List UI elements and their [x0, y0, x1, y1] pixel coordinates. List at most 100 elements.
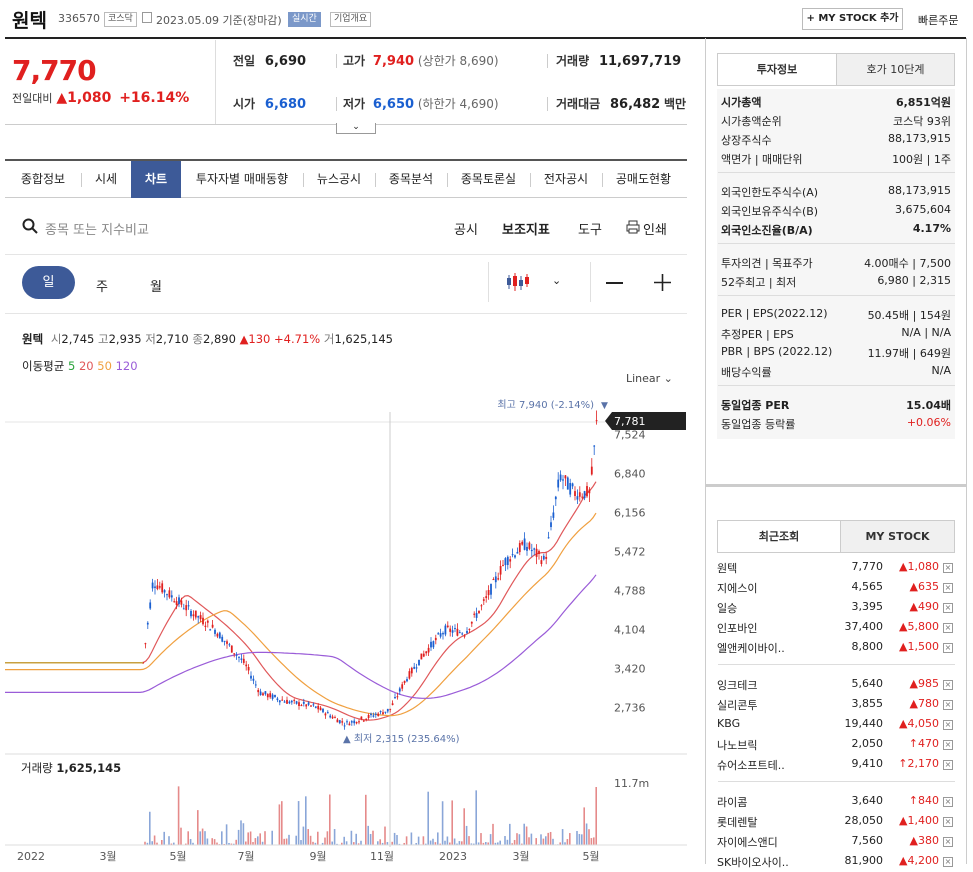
recent-change: ▲635: [910, 580, 939, 593]
recent-name[interactable]: 엘앤케이바이..: [717, 640, 813, 656]
recent-name[interactable]: 실리콘투: [717, 697, 813, 713]
candlestick-icon[interactable]: [506, 271, 532, 293]
recent-name[interactable]: 나노브릭: [717, 737, 813, 753]
expand-chevron-icon[interactable]: ⌄: [336, 123, 376, 134]
candle-body: [279, 700, 281, 702]
close-icon[interactable]: ×: [943, 623, 953, 633]
print-button[interactable]: 인쇄: [643, 219, 667, 238]
volume-bar: [197, 810, 199, 845]
realtime-badge[interactable]: 실시간: [288, 12, 321, 27]
search-icon[interactable]: [22, 218, 38, 234]
candle-body: [327, 712, 329, 713]
recent-name[interactable]: SK바이오사이..: [717, 854, 813, 870]
invest-label: PER | EPS(2022.12): [721, 307, 828, 320]
compare-search-input[interactable]: 종목 또는 지수비교: [45, 219, 149, 238]
chart-type-chevron-icon[interactable]: ⌄: [552, 274, 561, 287]
candle-body: [368, 715, 370, 718]
recent-name[interactable]: 잉크테크: [717, 677, 813, 693]
recent-name[interactable]: 지에스이: [717, 580, 813, 596]
recent-name[interactable]: KBG: [717, 717, 813, 730]
recent-name[interactable]: 자이에스앤디: [717, 834, 813, 850]
tab-discussion[interactable]: 종목토론실: [447, 161, 530, 198]
zoom-out-icon[interactable]: [606, 282, 623, 284]
divider: [5, 313, 687, 314]
close-icon[interactable]: ×: [943, 700, 953, 710]
close-icon[interactable]: ×: [943, 643, 953, 653]
close-icon[interactable]: ×: [943, 680, 953, 690]
close-icon[interactable]: ×: [943, 740, 953, 750]
tab-mystock[interactable]: MY STOCK: [840, 521, 954, 552]
volume-bar: [562, 829, 564, 845]
tab-analysis[interactable]: 종목분석: [375, 161, 447, 198]
tab-investor[interactable]: 투자자별 매매동향: [181, 161, 303, 198]
tab-orderbook[interactable]: 호가 10단계: [836, 54, 954, 85]
tab-recent[interactable]: 최근조회: [718, 521, 840, 552]
candle-body: [488, 590, 490, 595]
company-info-button[interactable]: 기업개요: [330, 12, 371, 27]
period-weekly-button[interactable]: 주: [96, 276, 108, 295]
mystock-add-button[interactable]: + MY STOCK 추가: [802, 8, 903, 30]
tools-button[interactable]: 도구: [578, 219, 602, 238]
period-daily-button[interactable]: 일: [22, 266, 75, 299]
recent-name[interactable]: 롯데렌탈: [717, 814, 813, 830]
candle-body: [421, 654, 423, 660]
recent-name[interactable]: 원텍: [717, 560, 813, 576]
tab-quote[interactable]: 시세: [81, 161, 131, 198]
tab-invest-info[interactable]: 투자정보: [718, 54, 836, 85]
volume-bar: [298, 801, 300, 845]
recent-name[interactable]: 라이콤: [717, 794, 813, 810]
recent-item[interactable]: 슈어소프트테..9,410↑2,170×: [717, 755, 955, 775]
tab-summary[interactable]: 종합정보: [5, 161, 81, 198]
close-icon[interactable]: ×: [943, 817, 953, 827]
close-icon[interactable]: ×: [943, 857, 953, 867]
close-icon[interactable]: ×: [943, 563, 953, 573]
tab-chart[interactable]: 차트: [131, 161, 181, 198]
indicator-button[interactable]: 보조지표: [502, 219, 550, 238]
candle-body: [581, 497, 583, 498]
recent-item[interactable]: 엘앤케이바이..8,800▲1,500×: [717, 638, 955, 658]
close-icon[interactable]: ×: [943, 760, 953, 770]
close-icon[interactable]: ×: [943, 797, 953, 807]
notice-toggle[interactable]: 공시: [454, 219, 478, 238]
tab-news[interactable]: 뉴스공시: [303, 161, 375, 198]
x-tick-label: 3월: [99, 850, 116, 863]
price-chart[interactable]: 7,5246,8406,1565,4724,7884,1043,4202,736…: [5, 392, 687, 864]
zoom-in-icon[interactable]: [654, 274, 671, 291]
recent-item[interactable]: SK바이오사이..81,900▲4,200×: [717, 852, 955, 872]
invest-row: 외국인보유주식수(B)3,675,604: [721, 203, 951, 222]
period-monthly-button[interactable]: 월: [150, 276, 162, 295]
close-icon[interactable]: ×: [943, 720, 953, 730]
recent-name[interactable]: 슈어소프트테..: [717, 757, 813, 773]
candle-body: [265, 691, 267, 694]
close-icon[interactable]: ×: [943, 603, 953, 613]
tab-short-selling[interactable]: 공매도현황: [602, 161, 685, 198]
quick-order-button[interactable]: 빠른주문: [918, 12, 958, 28]
scale-selector[interactable]: Linear ⌄: [626, 372, 673, 385]
close-icon[interactable]: ×: [943, 583, 953, 593]
candle-body: [519, 543, 521, 552]
print-icon[interactable]: [626, 220, 640, 234]
candle-body: [569, 483, 571, 495]
candle-body: [241, 659, 243, 660]
candle-body: [231, 646, 233, 653]
recent-change: ▲490: [910, 600, 939, 613]
recent-change: ↑2,170: [898, 757, 939, 770]
recent-name[interactable]: 일승: [717, 600, 813, 616]
recent-name[interactable]: 인포바인: [717, 620, 813, 636]
volume-bar: [394, 833, 396, 845]
close-icon[interactable]: ×: [943, 837, 953, 847]
candle-body: [493, 579, 495, 580]
tab-disclosure[interactable]: 전자공시: [530, 161, 602, 198]
volume-bar: [591, 838, 593, 845]
